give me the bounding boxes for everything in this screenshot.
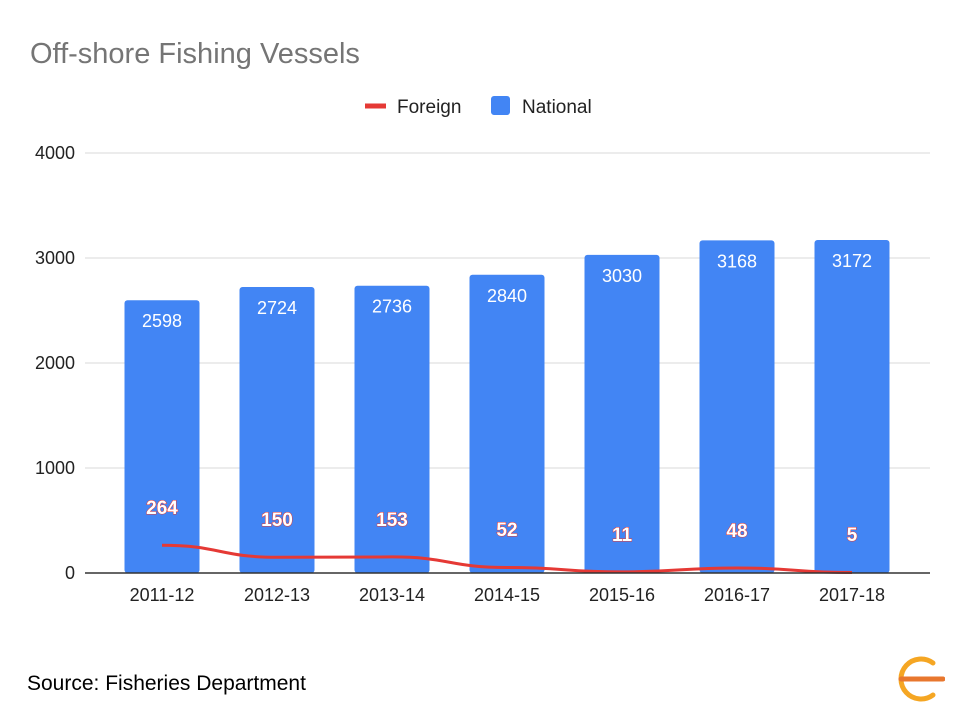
y-tick-label: 1000 (35, 458, 75, 478)
line-value-label: 11 (612, 525, 633, 546)
x-tick-label: 2016-17 (704, 585, 770, 605)
bar-national (239, 286, 315, 573)
orange-circular-logo-icon (898, 656, 945, 702)
line-foreign (161, 543, 853, 574)
x-tick-label: 2017-18 (819, 585, 885, 605)
y-axis-ticks: 0 1000 2000 3000 4000 (35, 143, 75, 583)
legend-swatch-national (491, 96, 510, 115)
foreign-line-series (161, 543, 853, 574)
bar-value-label: 2736 (372, 297, 412, 317)
bar-value-label: 3172 (832, 251, 872, 271)
x-tick-label: 2013-14 (359, 585, 425, 605)
bar-national (584, 254, 660, 573)
bar-national (354, 285, 430, 573)
bar-value-label: 2840 (487, 286, 527, 306)
legend-label-foreign: Foreign (397, 97, 461, 118)
line-value-label: 52 (496, 520, 517, 541)
bar-labels: 2598 2724 2736 2840 3030 3168 3172 (142, 251, 872, 331)
x-tick-label: 2015-16 (589, 585, 655, 605)
x-tick-label: 2014-15 (474, 585, 540, 605)
y-tick-label: 2000 (35, 353, 75, 373)
bar-national (469, 274, 545, 573)
bars (124, 239, 890, 574)
line-labels: 264 150 153 52 11 48 5 (146, 498, 859, 547)
line-value-label: 5 (847, 525, 858, 546)
bar-national (124, 300, 200, 573)
line-value-label: 48 (726, 521, 747, 542)
y-tick-label: 0 (65, 563, 75, 583)
x-tick-label: 2012-13 (244, 585, 310, 605)
bar-national (814, 239, 890, 573)
legend: Foreign National (365, 96, 592, 118)
bar-value-label: 2598 (142, 311, 182, 331)
line-value-label: 150 (261, 510, 293, 531)
bar-value-label: 2724 (257, 298, 297, 318)
bar-value-label: 3030 (602, 266, 642, 286)
chart-title: Off-shore Fishing Vessels (30, 38, 360, 70)
source-note: Source: Fisheries Department (27, 672, 306, 695)
line-value-label: 264 (146, 498, 178, 519)
line-value-label: 153 (376, 510, 408, 531)
x-tick-label: 2011-12 (130, 585, 195, 605)
legend-label-national: National (522, 97, 592, 118)
bar-value-label: 3168 (717, 251, 757, 271)
bar-national (699, 240, 775, 574)
y-tick-label: 4000 (35, 143, 75, 163)
y-tick-label: 3000 (35, 248, 75, 268)
x-axis-ticks: 2011-12 2012-13 2013-14 2014-15 2015-16 2016-… (130, 585, 885, 605)
